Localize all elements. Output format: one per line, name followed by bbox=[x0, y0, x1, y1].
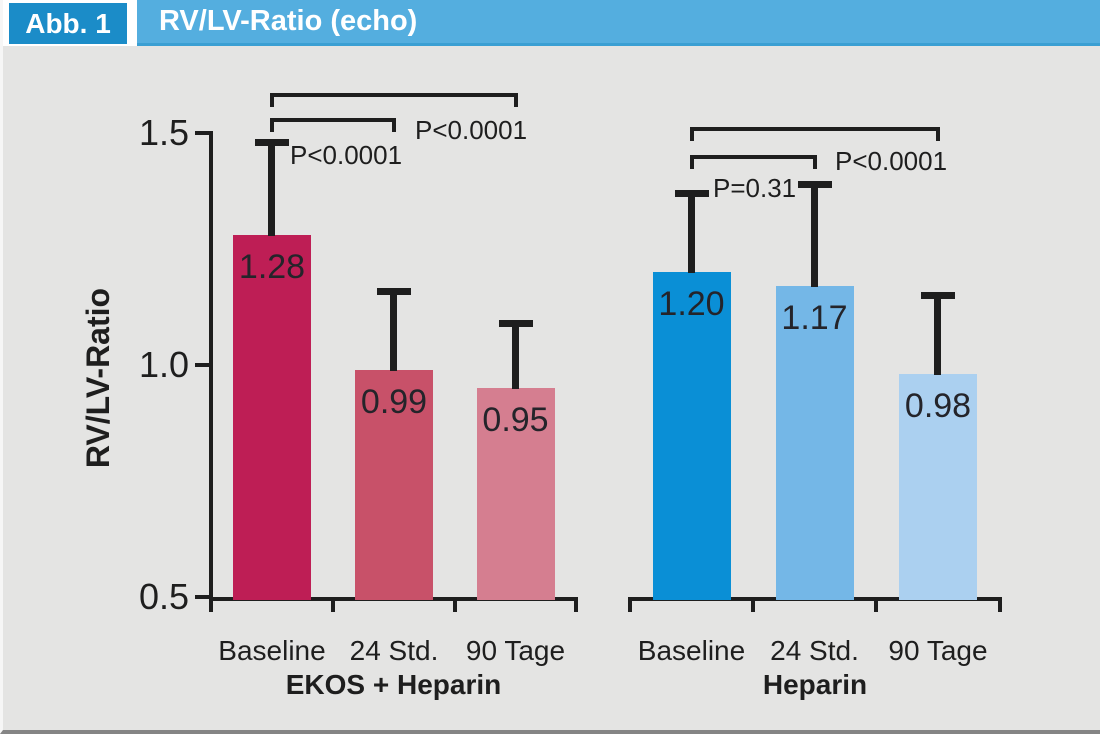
sig-bracket-stub bbox=[392, 118, 396, 132]
category-label: 24 Std. bbox=[349, 635, 439, 666]
error-bar-stem bbox=[511, 323, 519, 390]
bar-value-label: 1.17 bbox=[781, 299, 848, 338]
error-bar-stem bbox=[268, 142, 275, 237]
chart-area: 1.5 1.0 0.5 RV/LV-Ratio 1.28 Baseline 0.99 24 S… bbox=[3, 46, 1100, 730]
error-bar-cap bbox=[255, 139, 289, 147]
category-label: 90 Tage bbox=[465, 635, 566, 666]
sig-bracket-line bbox=[689, 155, 817, 159]
bar-value-label: 1.28 bbox=[238, 248, 306, 287]
y-tick bbox=[195, 363, 209, 367]
sig-bracket-line bbox=[270, 118, 396, 122]
bar-ekos-heparin-baseline bbox=[233, 235, 311, 600]
x-tick bbox=[574, 597, 578, 612]
bar-value-label: 0.99 bbox=[360, 382, 428, 421]
category-label: 90 Tage bbox=[888, 635, 988, 666]
error-bar-stem bbox=[390, 290, 397, 371]
sig-label: P<0.0001 bbox=[835, 146, 948, 176]
y-axis-line bbox=[209, 131, 213, 601]
bar-heparin-24-std- bbox=[775, 286, 854, 600]
figure-header: Abb. 1 RV/LV-Ratio (echo) bbox=[3, 0, 1100, 46]
figure-label-badge: Abb. 1 bbox=[9, 3, 127, 44]
sig-bracket-stub bbox=[812, 155, 817, 169]
x-tick bbox=[628, 597, 632, 612]
bar-heparin-baseline bbox=[652, 272, 731, 600]
sig-bracket-line bbox=[270, 93, 518, 97]
sig-bracket-stub bbox=[513, 93, 518, 107]
x-tick bbox=[874, 597, 878, 612]
error-bar-stem bbox=[934, 295, 941, 376]
x-tick bbox=[751, 597, 755, 612]
bar-heparin-90-tage bbox=[899, 374, 977, 600]
error-bar-cap bbox=[797, 181, 832, 189]
sig-bracket-stub bbox=[689, 155, 694, 169]
figure-label: Abb. 1 bbox=[25, 7, 111, 39]
error-bar-stem bbox=[687, 193, 695, 274]
y-tick bbox=[195, 595, 209, 599]
category-label: Baseline bbox=[218, 635, 326, 666]
error-bar-cap bbox=[377, 287, 411, 295]
bar-ekos-heparin-24-std- bbox=[355, 369, 433, 600]
group-label: EKOS + Heparin bbox=[285, 669, 502, 700]
x-tick bbox=[209, 597, 213, 612]
x-tick bbox=[998, 597, 1002, 612]
x-tick bbox=[453, 597, 457, 612]
sig-bracket-stub bbox=[270, 118, 274, 132]
category-label: 24 Std. bbox=[770, 635, 859, 666]
group-label: Heparin bbox=[762, 669, 868, 700]
chart-title: RV/LV-Ratio (echo) bbox=[159, 5, 418, 37]
y-tick-label: 0.5 bbox=[138, 576, 189, 617]
bar-value-label: 0.95 bbox=[482, 401, 549, 440]
title-bar: RV/LV-Ratio (echo) bbox=[137, 0, 1100, 46]
sig-bracket-stub bbox=[689, 127, 694, 141]
sig-bracket-stub bbox=[936, 127, 940, 141]
sig-bracket-line bbox=[689, 127, 940, 131]
y-axis-title: RV/LV-Ratio bbox=[80, 287, 116, 469]
y-tick-label: 1.5 bbox=[138, 112, 189, 153]
error-bar-cap bbox=[921, 292, 955, 300]
sig-label: P<0.0001 bbox=[290, 140, 403, 170]
bar-value-label: 1.20 bbox=[658, 285, 725, 324]
category-label: Baseline bbox=[637, 635, 746, 666]
bar-ekos-heparin-90-tage bbox=[476, 388, 555, 600]
sig-label: P=0.31 bbox=[713, 173, 797, 203]
error-bar-stem bbox=[810, 184, 818, 288]
y-tick bbox=[195, 131, 209, 135]
error-bar-cap bbox=[498, 320, 533, 328]
y-tick-label: 1.0 bbox=[138, 344, 189, 385]
sig-label: P<0.0001 bbox=[415, 115, 528, 145]
x-tick bbox=[331, 597, 335, 612]
error-bar-cap bbox=[674, 190, 709, 198]
bar-value-label: 0.98 bbox=[904, 387, 972, 426]
sig-bracket-stub bbox=[270, 93, 274, 107]
